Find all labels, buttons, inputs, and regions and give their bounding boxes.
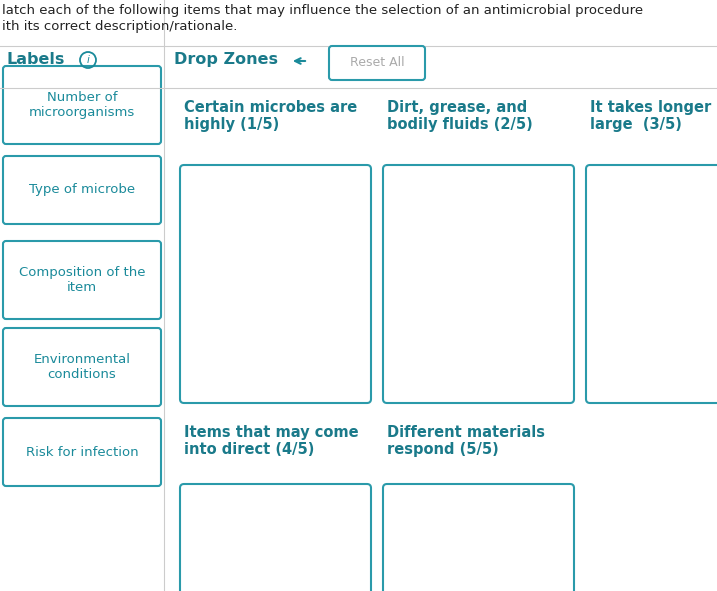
Text: Items that may come
into direct (4/5): Items that may come into direct (4/5) (184, 425, 358, 457)
FancyBboxPatch shape (3, 156, 161, 224)
Text: Dirt, grease, and
bodily fluids (2/5): Dirt, grease, and bodily fluids (2/5) (387, 100, 533, 132)
FancyBboxPatch shape (3, 418, 161, 486)
FancyBboxPatch shape (586, 165, 717, 403)
FancyBboxPatch shape (3, 66, 161, 144)
FancyBboxPatch shape (3, 241, 161, 319)
FancyBboxPatch shape (383, 165, 574, 403)
FancyBboxPatch shape (329, 46, 425, 80)
Text: Labels: Labels (6, 52, 65, 67)
Text: Risk for infection: Risk for infection (26, 446, 138, 459)
Text: Different materials
respond (5/5): Different materials respond (5/5) (387, 425, 545, 457)
Text: Environmental
conditions: Environmental conditions (34, 353, 130, 381)
Text: Number of
microorganisms: Number of microorganisms (29, 91, 135, 119)
FancyBboxPatch shape (3, 328, 161, 406)
FancyBboxPatch shape (383, 484, 574, 591)
FancyBboxPatch shape (180, 165, 371, 403)
Text: Reset All: Reset All (350, 57, 404, 70)
Text: Type of microbe: Type of microbe (29, 183, 135, 196)
Text: Drop Zones: Drop Zones (174, 52, 278, 67)
Text: It takes longer
large  (3/5): It takes longer large (3/5) (590, 100, 711, 132)
Text: Certain microbes are
highly (1/5): Certain microbes are highly (1/5) (184, 100, 357, 132)
Text: ith its correct description/rationale.: ith its correct description/rationale. (2, 20, 237, 33)
FancyBboxPatch shape (180, 484, 371, 591)
Text: Composition of the
item: Composition of the item (19, 266, 146, 294)
Text: latch each of the following items that may influence the selection of an antimic: latch each of the following items that m… (2, 4, 643, 17)
Text: i: i (87, 55, 90, 65)
